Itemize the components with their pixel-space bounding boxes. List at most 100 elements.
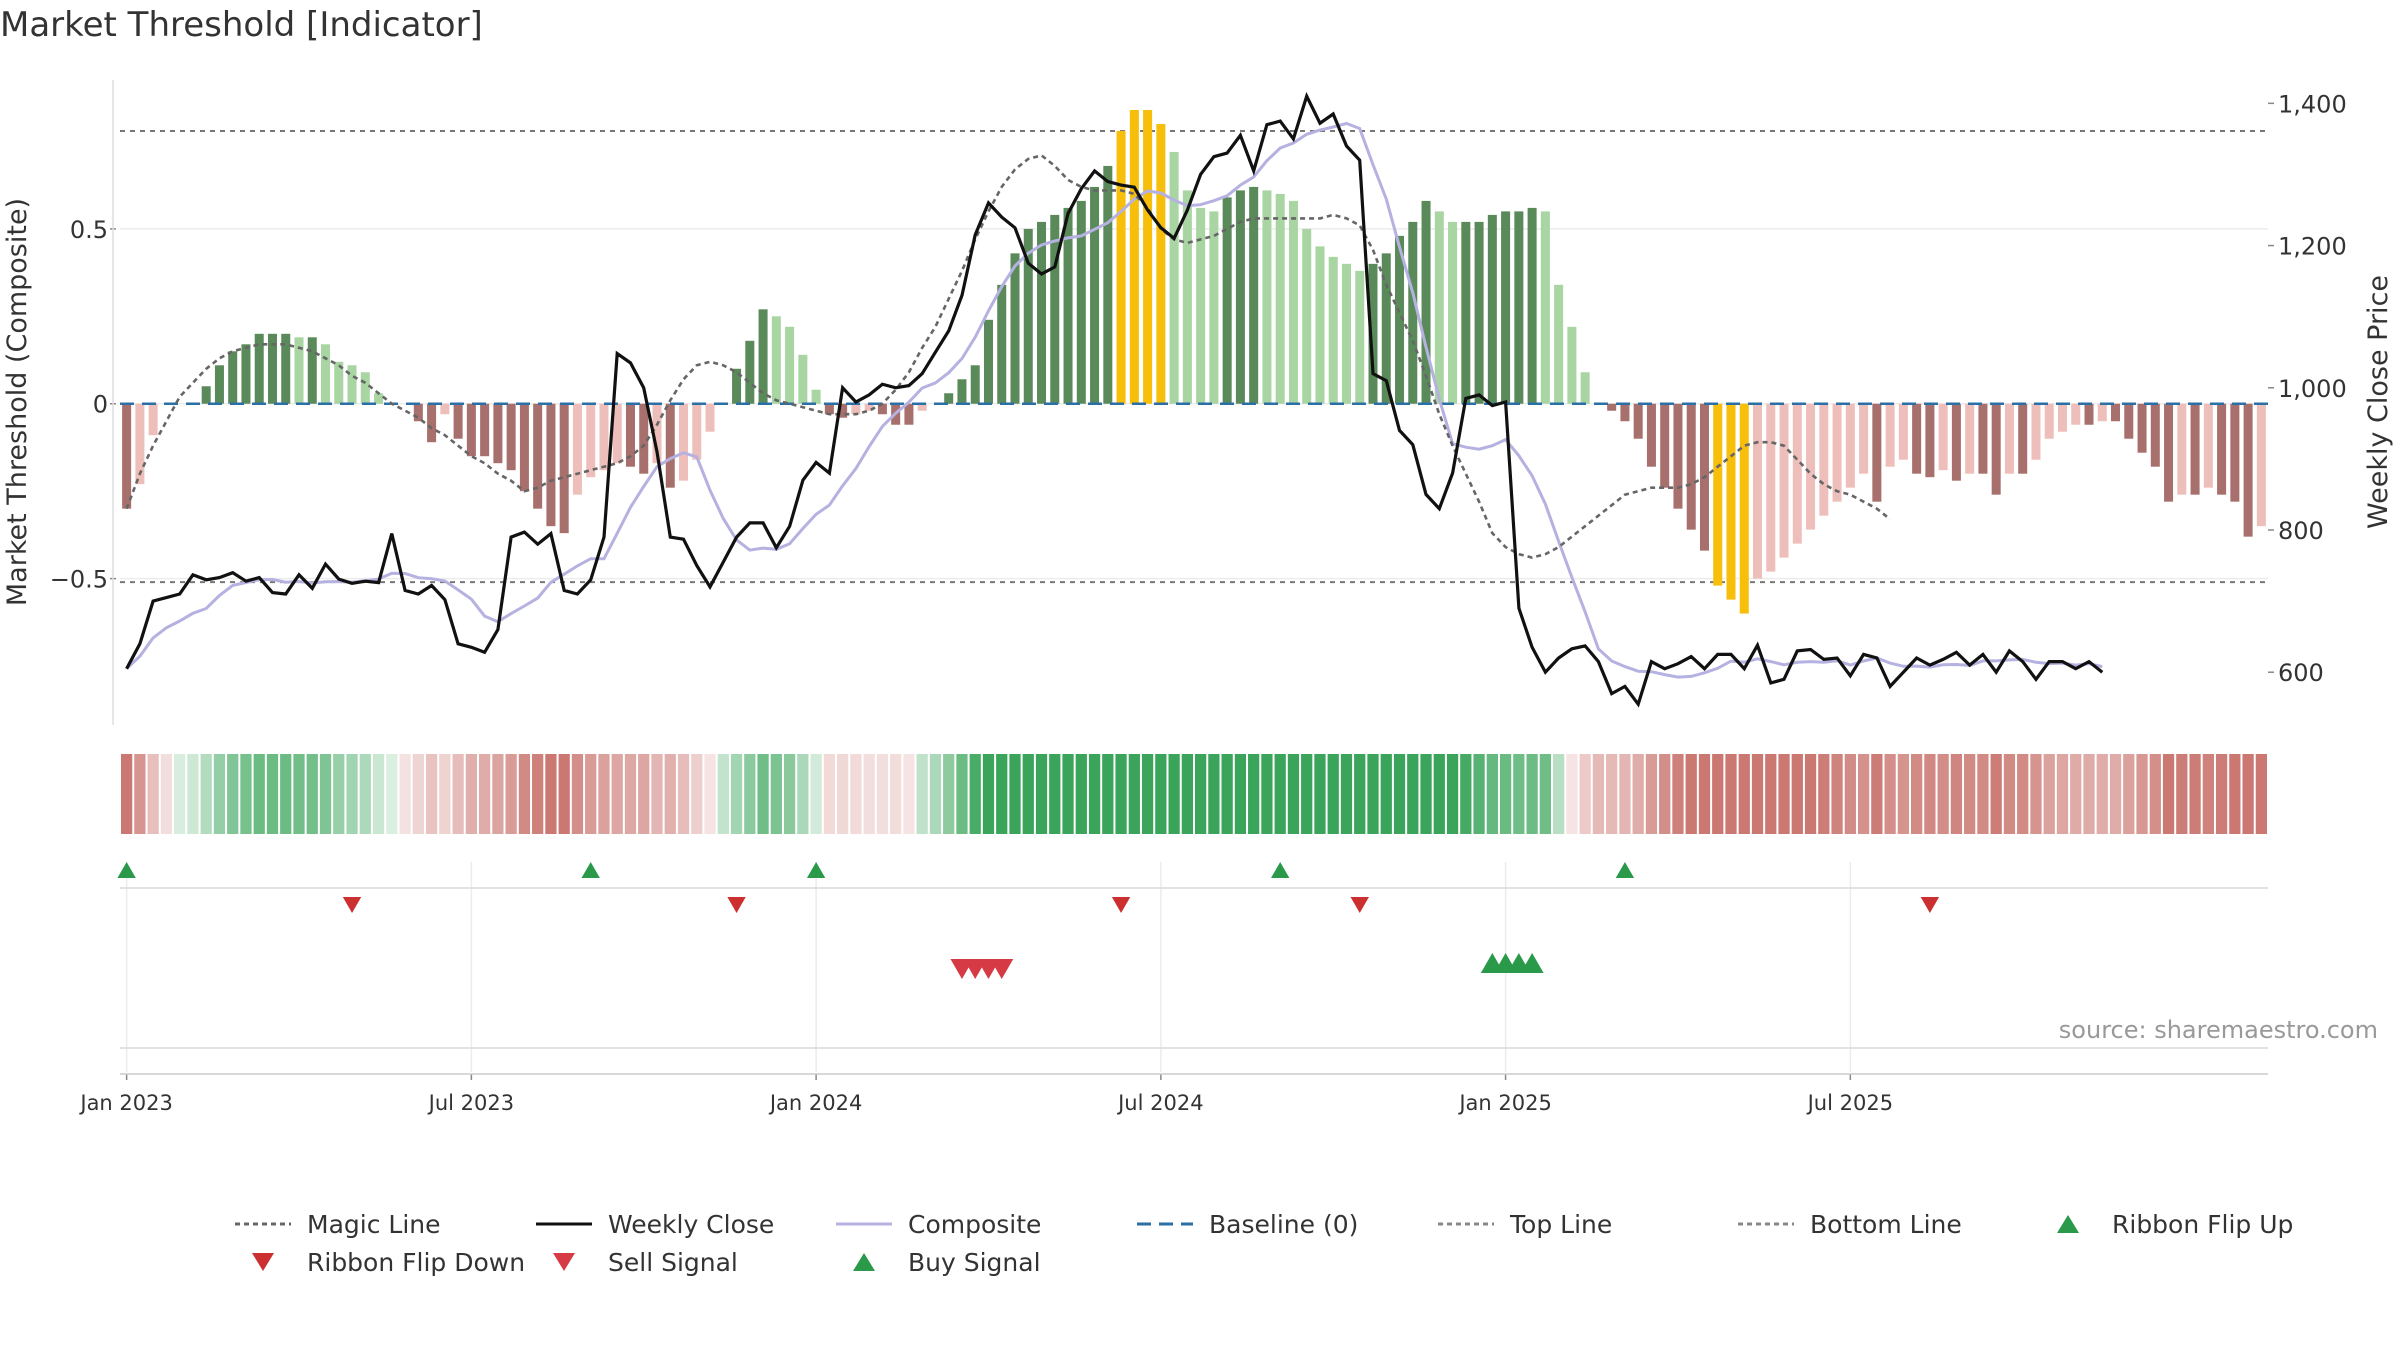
composite-bar xyxy=(506,403,516,471)
ribbon-flip-up-marker xyxy=(1615,862,1635,878)
composite-bar xyxy=(838,403,848,418)
composite-bar xyxy=(427,403,437,443)
composite-bar xyxy=(1368,263,1378,404)
ribbon-cell xyxy=(1460,754,1472,834)
ribbon-cell xyxy=(1420,754,1432,834)
ribbon-cell xyxy=(2149,754,2161,834)
composite-bar xyxy=(679,403,689,481)
composite-bar xyxy=(692,403,702,460)
ribbon-cell xyxy=(1287,754,1300,834)
ribbon-cell xyxy=(1857,754,1870,834)
composite-bar xyxy=(347,365,357,404)
ribbon-cell xyxy=(306,754,318,834)
ribbon-cell xyxy=(240,754,252,834)
composite-bar xyxy=(1779,403,1789,558)
composite-bar xyxy=(321,344,331,404)
ribbon-cell xyxy=(359,754,371,834)
y-axis-right-label: Weekly Close Price xyxy=(2363,275,2394,529)
ribbon-cell xyxy=(1035,754,1048,834)
composite-bar xyxy=(122,403,132,509)
composite-bar xyxy=(1739,403,1749,614)
legend-swatch xyxy=(853,1253,875,1271)
composite-bar xyxy=(267,333,277,404)
composite-bar xyxy=(2177,403,2187,495)
composite-bar xyxy=(1235,190,1245,404)
ribbon-cell xyxy=(810,754,822,834)
composite-bar xyxy=(997,284,1007,404)
composite-bar xyxy=(559,403,569,534)
ribbon-cell xyxy=(2189,754,2201,834)
ribbon-cell xyxy=(916,754,928,834)
ribbon-cell xyxy=(1632,754,1644,834)
composite-bar xyxy=(1474,221,1484,404)
composite-bar xyxy=(758,309,768,404)
ribbon-cell xyxy=(1977,754,1989,834)
composite-bar xyxy=(1845,403,1855,488)
composite-bar xyxy=(1275,193,1285,404)
ribbon-cell xyxy=(770,754,782,834)
legend-swatch xyxy=(553,1253,575,1271)
ribbon-cell xyxy=(2123,754,2135,834)
ribbon-cell xyxy=(2136,754,2148,834)
ribbon-cell xyxy=(174,754,186,834)
composite-bar xyxy=(1660,403,1670,488)
composite-bar xyxy=(1726,403,1736,600)
trend-ribbon xyxy=(121,754,2267,834)
legend-label: Sell Signal xyxy=(608,1248,738,1277)
composite-bar xyxy=(1010,253,1020,404)
composite-bar xyxy=(798,354,808,404)
composite-bar xyxy=(811,389,821,404)
composite-bar xyxy=(1448,221,1458,404)
ribbon-cell xyxy=(1738,754,1750,834)
ribbon-cell xyxy=(1897,754,1909,834)
ribbon-cell xyxy=(2215,754,2228,834)
composite-bar xyxy=(665,403,675,488)
composite-bar xyxy=(533,403,543,509)
ribbon-cell xyxy=(1553,754,1565,834)
composite-bar xyxy=(1673,403,1683,509)
ribbon-cell xyxy=(797,754,809,834)
ribbon-flip-down-marker xyxy=(727,897,746,913)
ribbon-cell xyxy=(691,754,703,834)
ribbon-cell xyxy=(505,754,517,834)
composite-bar xyxy=(1090,186,1100,404)
composite-bar xyxy=(2018,403,2028,474)
composite-bar xyxy=(1859,403,1869,474)
ribbon-cell xyxy=(2242,754,2254,834)
composite-bar xyxy=(453,403,463,439)
ribbon-cell xyxy=(1911,754,1923,834)
composite-bar xyxy=(639,403,649,474)
source-label: source: sharemaestro.com xyxy=(2059,1016,2378,1044)
composite-bar xyxy=(1288,200,1298,404)
series-lines xyxy=(120,91,2268,708)
ribbon-cell xyxy=(1539,754,1551,834)
ribbon-cell xyxy=(2017,754,2029,834)
ribbon-cell xyxy=(227,754,239,834)
composite-bar xyxy=(1196,207,1206,404)
ribbon-cell xyxy=(664,754,676,834)
ribbon-cell xyxy=(518,754,531,834)
ribbon-cell xyxy=(1407,754,1419,834)
composite-bar xyxy=(2137,403,2147,453)
ribbon-cell xyxy=(876,754,889,834)
ribbon-cell xyxy=(598,754,610,834)
composite-bar xyxy=(1023,228,1033,404)
ribbon-cell xyxy=(1645,754,1658,834)
composite-bar xyxy=(1646,403,1656,467)
ribbon-cell xyxy=(863,754,875,834)
y-left-tick-label: 0.5 xyxy=(70,216,108,244)
composite-bar xyxy=(2097,403,2107,422)
ribbon-cell xyxy=(160,754,173,834)
y-right-tick-label: 1,200 xyxy=(2278,233,2347,261)
composite-bar xyxy=(294,337,304,404)
composite-bar xyxy=(1076,200,1086,404)
ribbon-cell xyxy=(1327,754,1339,834)
composite-bar xyxy=(1527,207,1537,404)
composite-bar xyxy=(572,403,582,495)
ribbon-cell xyxy=(1075,754,1087,834)
composite-bar xyxy=(1554,284,1564,404)
ribbon-flip-down-marker xyxy=(1920,897,1940,913)
composite-bar xyxy=(625,403,635,467)
ribbon-cell xyxy=(1354,754,1366,834)
